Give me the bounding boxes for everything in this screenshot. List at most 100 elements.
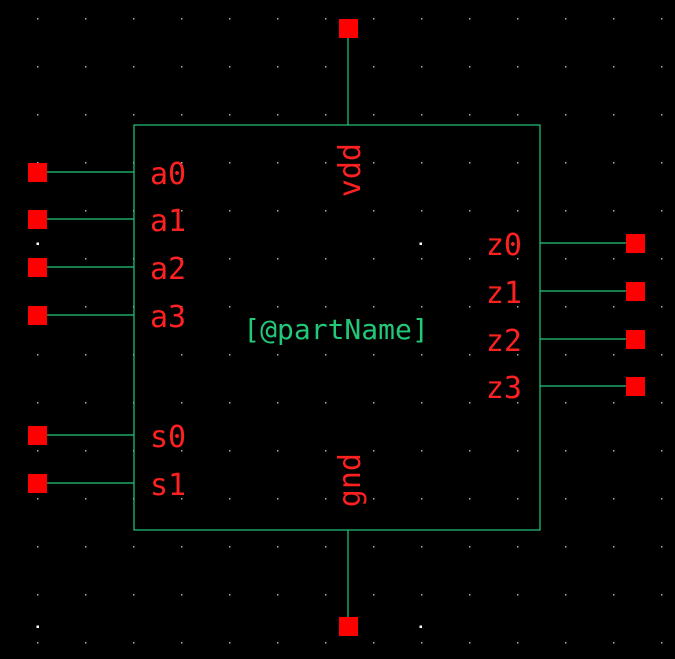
grid-dot (181, 18, 183, 20)
pin-a1-terminal[interactable] (28, 210, 47, 229)
grid-dot (469, 354, 471, 356)
grid-dot (469, 162, 471, 164)
grid-dot (229, 594, 231, 596)
pin-z0-terminal[interactable] (626, 234, 645, 253)
grid-dot (565, 66, 567, 68)
grid-dot (469, 642, 471, 644)
grid-dot (421, 258, 423, 260)
grid-dot (181, 594, 183, 596)
grid-dot (565, 642, 567, 644)
grid-dot (421, 66, 423, 68)
grid-dot (613, 594, 615, 596)
grid-dot (421, 306, 423, 308)
pin-a0[interactable]: a0 (28, 157, 186, 192)
grid-major-dot (419, 625, 422, 628)
grid-dot (229, 450, 231, 452)
grid-dot (181, 162, 183, 164)
symbol-body[interactable] (133, 124, 541, 531)
grid-dot (661, 114, 663, 116)
grid-dot (469, 594, 471, 596)
pin-a1[interactable]: a1 (28, 204, 186, 239)
pin-a2-terminal[interactable] (28, 258, 47, 277)
grid-dot (325, 402, 327, 404)
grid-dot (325, 114, 327, 116)
grid-major-dot (419, 242, 422, 245)
grid-dot (133, 114, 135, 116)
grid-dot (469, 18, 471, 20)
pin-z3-label: z3 (486, 371, 522, 406)
grid-dot (661, 402, 663, 404)
grid-major-dot (36, 242, 39, 245)
grid-dot (661, 66, 663, 68)
grid-dot (277, 306, 279, 308)
pin-gnd-terminal[interactable] (339, 617, 358, 636)
grid-dot (373, 66, 375, 68)
grid-dot (325, 306, 327, 308)
pin-a3-terminal[interactable] (28, 306, 47, 325)
pin-z3-terminal[interactable] (626, 377, 645, 396)
pin-vdd-terminal[interactable] (339, 19, 358, 38)
grid-dot (85, 642, 87, 644)
pin-s0-terminal[interactable] (28, 426, 47, 445)
pin-s0[interactable]: s0 (28, 420, 186, 455)
grid-dot (373, 162, 375, 164)
pin-s1[interactable]: s1 (28, 468, 186, 503)
grid-dot (565, 18, 567, 20)
grid-dot (37, 546, 39, 548)
grid-dot (133, 642, 135, 644)
grid-dot (229, 354, 231, 356)
pin-gnd[interactable]: gnd (333, 453, 368, 636)
pin-z1-terminal[interactable] (626, 282, 645, 301)
pin-s1-terminal[interactable] (28, 474, 47, 493)
grid-dot (229, 66, 231, 68)
pin-z1[interactable]: z1 (486, 276, 645, 311)
grid-major-dot (36, 625, 39, 628)
grid-dot (373, 18, 375, 20)
grid-dot (373, 402, 375, 404)
grid-dot (373, 210, 375, 212)
pin-a3-label: a3 (150, 300, 186, 335)
part-name-label: [@partName] (243, 313, 428, 346)
grid-dot (181, 306, 183, 308)
grid-dot (565, 402, 567, 404)
pin-z2[interactable]: z2 (486, 324, 645, 359)
pin-vdd[interactable]: vdd (333, 19, 368, 197)
left-pin-group: a0 a1 a2 a3 s0 s1 (28, 157, 186, 503)
grid-dot (661, 162, 663, 164)
grid-dot (373, 594, 375, 596)
pin-a3[interactable]: a3 (28, 300, 186, 335)
grid-dot (85, 402, 87, 404)
pin-a0-terminal[interactable] (28, 163, 47, 182)
grid-dot (517, 210, 519, 212)
grid-dot (373, 306, 375, 308)
grid-dot (37, 402, 39, 404)
grid-dot (517, 162, 519, 164)
grid-dot (421, 402, 423, 404)
grid-dot (613, 66, 615, 68)
grid-dot (469, 258, 471, 260)
grid-dot (613, 642, 615, 644)
grid-dot (469, 450, 471, 452)
pin-z2-terminal[interactable] (626, 330, 645, 349)
pin-z3[interactable]: z3 (486, 371, 645, 406)
grid-dot (613, 114, 615, 116)
pin-z0[interactable]: z0 (486, 228, 645, 263)
grid-dot (421, 594, 423, 596)
pin-a1-label: a1 (150, 204, 186, 239)
grid-dot (181, 546, 183, 548)
grid-dot (373, 258, 375, 260)
grid-dot (421, 450, 423, 452)
grid-dot (661, 642, 663, 644)
grid-dot (517, 594, 519, 596)
grid-dot (325, 354, 327, 356)
grid-dot (277, 642, 279, 644)
grid-dot (421, 546, 423, 548)
grid-dot (565, 450, 567, 452)
grid-dot (85, 162, 87, 164)
grid-dot (85, 66, 87, 68)
grid-dot (325, 66, 327, 68)
grid-dot (613, 162, 615, 164)
pin-a2[interactable]: a2 (28, 252, 186, 287)
grid-dot (661, 594, 663, 596)
